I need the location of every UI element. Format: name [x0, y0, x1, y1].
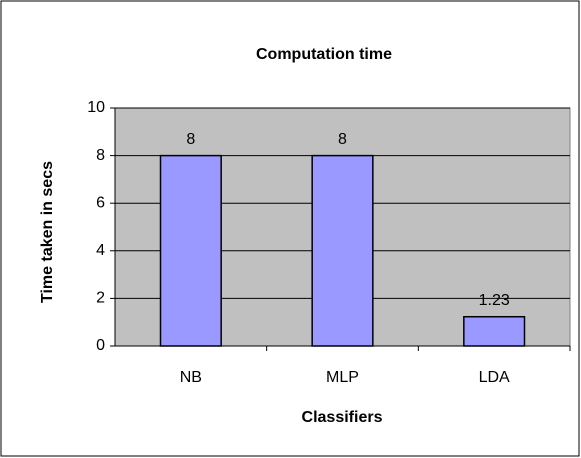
y-tick-label: 8: [96, 147, 105, 164]
y-tick-label: 0: [96, 337, 105, 354]
y-tick-label: 4: [96, 242, 105, 259]
bar: [463, 315, 526, 347]
x-tick-label: MLP: [326, 369, 359, 386]
x-axis-label: Classifiers: [302, 409, 383, 426]
bar: [159, 154, 222, 347]
x-tick-label: LDA: [479, 369, 510, 386]
data-label: 8: [338, 131, 347, 148]
chart-title: Computation time: [256, 46, 392, 63]
data-label: 1.23: [479, 292, 510, 309]
bar: [311, 154, 374, 347]
x-tick-label: NB: [180, 369, 202, 386]
y-tick-label: 6: [96, 194, 105, 211]
y-axis-label: Time taken in secs: [39, 161, 56, 303]
y-tick-label: 2: [96, 290, 105, 307]
data-label: 8: [186, 131, 195, 148]
y-tick-label: 10: [87, 99, 105, 116]
